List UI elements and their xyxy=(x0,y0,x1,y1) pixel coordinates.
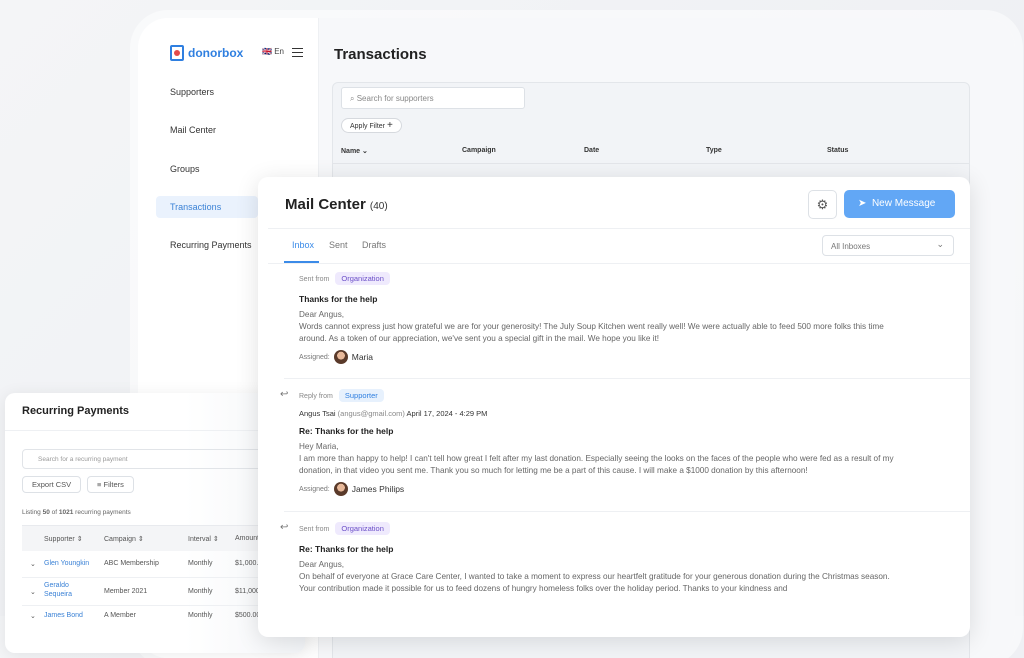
column-header-supporter[interactable]: Supporter ⇕ xyxy=(44,536,83,543)
inbox-filter-select[interactable]: All Inboxes ⌄ xyxy=(822,235,954,256)
campaign-cell: Member 2021 xyxy=(104,588,148,595)
chevron-down-icon: ⌄ xyxy=(936,239,944,249)
avatar xyxy=(333,482,348,496)
filters-label: Filters xyxy=(103,480,124,489)
column-header-type[interactable]: Type xyxy=(706,147,722,154)
supporter-search-input[interactable]: ⌕ Search for supporters xyxy=(341,87,525,109)
filters-button[interactable]: ≡ Filters xyxy=(87,476,134,493)
message-subject: Re: Thanks for the help xyxy=(299,426,394,436)
tab-drafts[interactable]: Drafts xyxy=(362,240,387,250)
recurring-title: Recurring Payments xyxy=(22,405,129,417)
mail-center-title: Mail Center (40) xyxy=(285,196,388,213)
tab-sent[interactable]: Sent xyxy=(329,240,348,250)
language-label: En xyxy=(274,47,284,56)
table-row[interactable]: ⌄ Glen Youngkin ABC Membership Monthly $… xyxy=(22,551,305,578)
divider xyxy=(5,430,305,431)
reply-arrow-icon: ↩ xyxy=(280,389,289,400)
expand-chevron-icon[interactable]: ⌄ xyxy=(30,613,36,620)
sort-icon: ⌄ xyxy=(362,148,368,155)
sidebar-item-transactions[interactable]: Transactions xyxy=(156,196,258,218)
hamburger-menu-icon[interactable] xyxy=(292,48,303,57)
settings-gear-button[interactable]: ⚙ xyxy=(808,190,837,219)
assignee[interactable]: Assigned: James Philips xyxy=(299,482,405,496)
search-placeholder: Search for supporters xyxy=(356,94,434,103)
search-placeholder: Search for a recurring payment xyxy=(38,456,128,463)
apply-filter-button[interactable]: Apply Filter + xyxy=(341,118,402,133)
sender-type: Sent from Organization xyxy=(299,522,899,535)
column-header-interval[interactable]: Interval ⇕ xyxy=(188,536,219,543)
interval-cell: Monthly xyxy=(188,560,213,567)
amount-cell: $11,000 xyxy=(235,588,260,595)
message-body: Words cannot express just how grateful w… xyxy=(299,322,884,343)
sender-type: Reply from Supporter xyxy=(299,389,929,402)
gear-icon: ⚙ xyxy=(816,197,829,212)
page-title: Transactions xyxy=(334,46,427,63)
message-item[interactable]: Sent from Organization Thanks for the hel… xyxy=(299,272,899,364)
logo-text: donorbox xyxy=(188,46,244,60)
divider xyxy=(268,263,970,264)
message-greeting: Dear Angus, xyxy=(299,310,345,319)
header-label: Name xyxy=(341,148,361,155)
sidebar-item-supporters[interactable]: Supporters xyxy=(170,87,215,97)
sidebar-item-groups[interactable]: Groups xyxy=(170,164,200,174)
language-selector[interactable]: 🇬🇧 En xyxy=(262,47,284,56)
listing-count: Listing 50 of 1021 recurring payments xyxy=(22,509,131,516)
column-header-date[interactable]: Date xyxy=(584,147,600,154)
header-divider xyxy=(333,163,969,164)
supporter-badge: Supporter xyxy=(338,389,384,402)
table-row[interactable]: ⌄ Geraldo Sequeira Member 2021 Monthly $… xyxy=(22,578,305,606)
logo-icon xyxy=(170,45,184,61)
divider xyxy=(284,511,970,512)
message-subject: Re: Thanks for the help xyxy=(299,544,394,554)
message-count: (40) xyxy=(369,201,388,212)
amount-cell: $1,000. xyxy=(235,560,259,567)
avatar xyxy=(333,350,348,364)
new-message-button[interactable]: ➤ New Message xyxy=(844,190,955,218)
message-body-continued: Your contribution made it possible for u… xyxy=(299,584,788,593)
recurring-search-input[interactable]: Search for a recurring payment xyxy=(22,449,292,469)
divider xyxy=(268,228,970,229)
tab-inbox[interactable]: Inbox xyxy=(292,240,315,250)
recurring-payments-card: Recurring Payments Search for a recurrin… xyxy=(5,393,305,653)
supporter-link[interactable]: Geraldo Sequeira xyxy=(44,582,73,598)
expand-chevron-icon[interactable]: ⌄ xyxy=(30,589,36,596)
column-header-name[interactable]: Name ⌄ xyxy=(341,147,368,155)
message-body: On behalf of everyone at Grace Care Cent… xyxy=(299,572,890,581)
donorbox-logo[interactable]: donorbox xyxy=(170,45,243,61)
select-value: All Inboxes xyxy=(831,242,871,251)
message-item[interactable]: Reply from Supporter Angus Tsai (angus@gm… xyxy=(299,389,929,496)
sidebar-item-mail-center[interactable]: Mail Center xyxy=(170,125,217,135)
supporter-link[interactable]: Glen Youngkin xyxy=(44,560,90,567)
mail-center-card: Mail Center (40) ⚙ ➤ New Message Inbox Se… xyxy=(258,177,970,637)
export-csv-button[interactable]: Export CSV xyxy=(22,476,82,493)
column-header-campaign[interactable]: Campaign xyxy=(462,147,496,154)
expand-chevron-icon[interactable]: ⌄ xyxy=(30,561,36,568)
apply-filter-label: Apply Filter xyxy=(350,123,386,130)
column-header-amount[interactable]: Amount xyxy=(235,535,260,542)
filter-icon: ≡ xyxy=(97,480,102,489)
message-subject: Thanks for the help xyxy=(299,294,378,304)
sender-type: Sent from Organization xyxy=(299,272,899,285)
plus-icon: + xyxy=(386,120,393,131)
new-message-label: New Message xyxy=(871,198,936,209)
column-header-status[interactable]: Status xyxy=(827,147,849,154)
column-header-campaign[interactable]: Campaign ⇕ xyxy=(104,536,144,543)
organization-badge: Organization xyxy=(335,272,390,285)
message-body: I am more than happy to help! I can't te… xyxy=(299,454,894,475)
interval-cell: Monthly xyxy=(188,588,213,595)
message-greeting: Dear Angus, xyxy=(299,560,345,569)
recurring-table-header: Supporter ⇕ Campaign ⇕ Interval ⇕ Amount xyxy=(22,525,305,551)
active-tab-indicator xyxy=(284,261,319,263)
sender-line: Angus Tsai (angus@gmail.com) April 17, 2… xyxy=(299,409,488,418)
assignee[interactable]: Assigned: Maria xyxy=(299,350,374,364)
divider xyxy=(284,378,970,379)
organization-badge: Organization xyxy=(335,522,390,535)
reply-arrow-icon: ↩ xyxy=(280,522,289,533)
message-item[interactable]: Sent from Organization Re: Thanks for the… xyxy=(299,522,899,595)
campaign-cell: ABC Membership xyxy=(104,560,159,567)
sidebar-item-recurring-payments[interactable]: Recurring Payments xyxy=(170,240,252,250)
send-icon: ➤ xyxy=(858,198,867,209)
message-greeting: Hey Maria, xyxy=(299,442,339,451)
